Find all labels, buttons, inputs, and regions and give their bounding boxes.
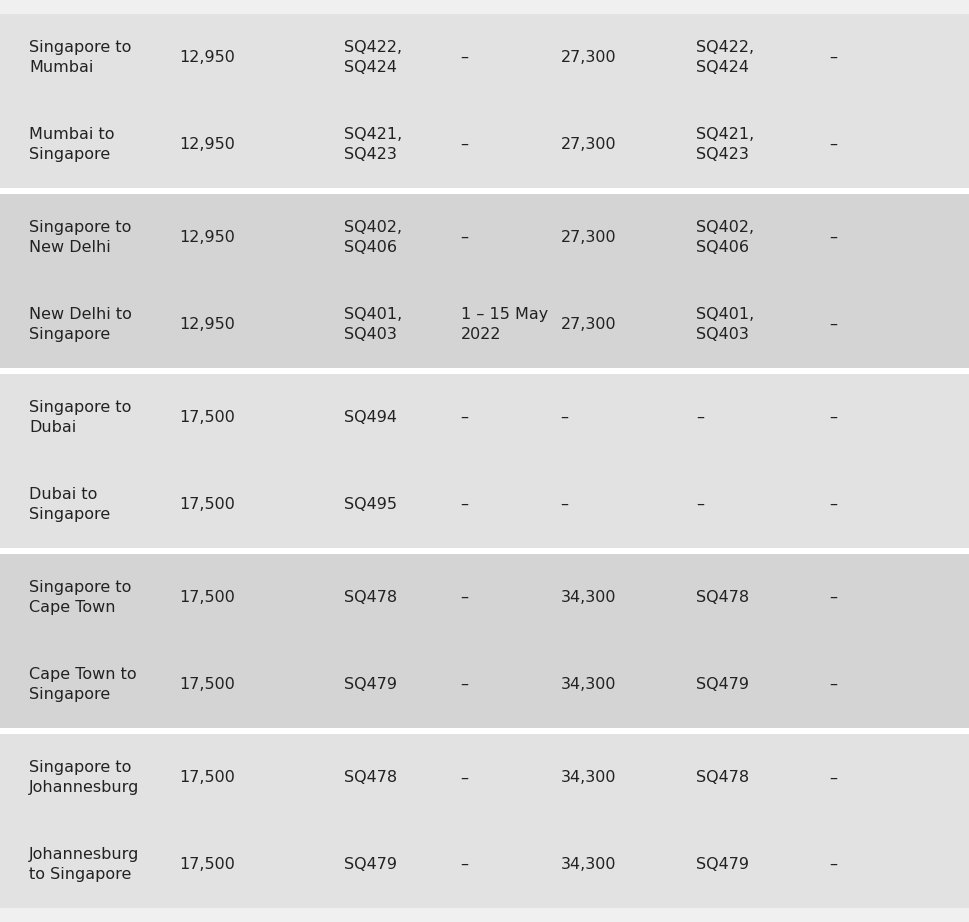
Text: SQ422,
SQ424: SQ422, SQ424	[696, 40, 754, 75]
Text: SQ402,
SQ406: SQ402, SQ406	[696, 220, 754, 254]
Text: SQ478: SQ478	[696, 771, 749, 786]
Text: 34,300: 34,300	[560, 771, 615, 786]
Text: SQ479: SQ479	[344, 857, 397, 872]
Text: New Delhi to
Singapore: New Delhi to Singapore	[29, 307, 132, 342]
Bar	[0, 194, 969, 281]
Text: 27,300: 27,300	[560, 230, 615, 245]
Text: 17,500: 17,500	[179, 771, 235, 786]
Text: SQ478: SQ478	[344, 590, 397, 605]
Bar	[0, 641, 969, 728]
Text: –: –	[460, 677, 468, 692]
Text: –: –	[460, 497, 468, 512]
Text: 17,500: 17,500	[179, 410, 235, 425]
Text: 12,950: 12,950	[179, 50, 235, 65]
Text: Dubai to
Singapore: Dubai to Singapore	[29, 487, 110, 522]
Text: 27,300: 27,300	[560, 136, 615, 151]
Text: 34,300: 34,300	[560, 590, 615, 605]
Text: –: –	[460, 857, 468, 872]
Text: –: –	[696, 410, 703, 425]
Text: SQ478: SQ478	[344, 771, 397, 786]
Bar	[0, 822, 969, 908]
Text: 17,500: 17,500	[179, 857, 235, 872]
Text: –: –	[828, 590, 836, 605]
Bar	[0, 735, 969, 822]
Text: –: –	[828, 230, 836, 245]
Text: 12,950: 12,950	[179, 230, 235, 245]
Text: Singapore to
Dubai: Singapore to Dubai	[29, 400, 132, 435]
Text: –: –	[828, 136, 836, 151]
Text: 27,300: 27,300	[560, 317, 615, 332]
Text: –: –	[460, 230, 468, 245]
Text: –: –	[460, 136, 468, 151]
Text: –: –	[460, 590, 468, 605]
Text: Singapore to
Mumbai: Singapore to Mumbai	[29, 40, 132, 75]
Text: –: –	[460, 50, 468, 65]
Bar	[0, 187, 969, 194]
Text: SQ421,
SQ423: SQ421, SQ423	[696, 126, 754, 161]
Text: SQ402,
SQ406: SQ402, SQ406	[344, 220, 402, 254]
Bar	[0, 100, 969, 187]
Text: Johannesburg
to Singapore: Johannesburg to Singapore	[29, 847, 140, 882]
Text: 34,300: 34,300	[560, 857, 615, 872]
Bar	[0, 548, 969, 554]
Text: 27,300: 27,300	[560, 50, 615, 65]
Text: –: –	[460, 410, 468, 425]
Text: –: –	[828, 497, 836, 512]
Text: SQ479: SQ479	[344, 677, 397, 692]
Text: SQ421,
SQ423: SQ421, SQ423	[344, 126, 402, 161]
Text: –: –	[828, 410, 836, 425]
Text: 17,500: 17,500	[179, 590, 235, 605]
Text: –: –	[560, 497, 568, 512]
Bar	[0, 728, 969, 735]
Text: Singapore to
New Delhi: Singapore to New Delhi	[29, 220, 132, 254]
Text: SQ478: SQ478	[696, 590, 749, 605]
Text: SQ479: SQ479	[696, 677, 749, 692]
Bar	[0, 554, 969, 641]
Text: 12,950: 12,950	[179, 317, 235, 332]
Text: SQ495: SQ495	[344, 497, 397, 512]
Text: –: –	[460, 771, 468, 786]
Text: SQ401,
SQ403: SQ401, SQ403	[344, 307, 402, 342]
Text: SQ479: SQ479	[696, 857, 749, 872]
Text: Singapore to
Johannesburg: Singapore to Johannesburg	[29, 761, 140, 796]
Text: Mumbai to
Singapore: Mumbai to Singapore	[29, 126, 114, 161]
Bar	[0, 281, 969, 368]
Text: Singapore to
Cape Town: Singapore to Cape Town	[29, 580, 132, 615]
Text: –: –	[828, 50, 836, 65]
Bar	[0, 368, 969, 374]
Bar	[0, 14, 969, 100]
Text: –: –	[828, 857, 836, 872]
Text: SQ401,
SQ403: SQ401, SQ403	[696, 307, 754, 342]
Text: Cape Town to
Singapore: Cape Town to Singapore	[29, 668, 137, 702]
Text: –: –	[828, 317, 836, 332]
Text: –: –	[828, 771, 836, 786]
Text: –: –	[560, 410, 568, 425]
Text: SQ422,
SQ424: SQ422, SQ424	[344, 40, 402, 75]
Text: SQ494: SQ494	[344, 410, 397, 425]
Text: 12,950: 12,950	[179, 136, 235, 151]
Text: 17,500: 17,500	[179, 497, 235, 512]
Bar	[0, 374, 969, 461]
Text: 17,500: 17,500	[179, 677, 235, 692]
Text: 1 – 15 May
2022: 1 – 15 May 2022	[460, 307, 547, 342]
Bar	[0, 461, 969, 548]
Text: –: –	[696, 497, 703, 512]
Text: 34,300: 34,300	[560, 677, 615, 692]
Text: –: –	[828, 677, 836, 692]
